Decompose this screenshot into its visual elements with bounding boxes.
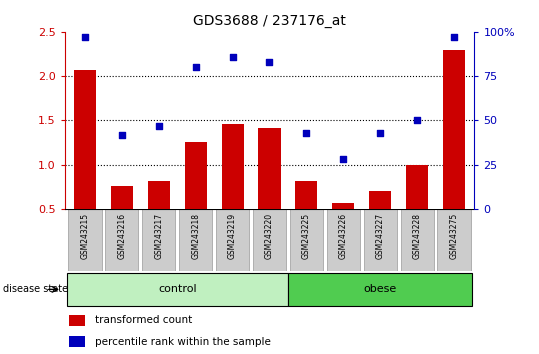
Bar	[69, 315, 85, 326]
Text: GSM243216: GSM243216	[118, 213, 126, 259]
Point	[376, 130, 384, 136]
Title: GDS3688 / 237176_at: GDS3688 / 237176_at	[193, 14, 346, 28]
Point	[450, 34, 458, 40]
Text: control: control	[158, 284, 197, 294]
Bar	[185, 142, 207, 253]
Bar	[148, 181, 170, 253]
Bar	[400, 209, 434, 271]
Point	[81, 34, 89, 40]
Text: GSM243215: GSM243215	[80, 213, 89, 259]
Text: GSM243220: GSM243220	[265, 213, 274, 259]
Point	[265, 59, 274, 65]
Bar	[406, 165, 428, 253]
Bar	[288, 273, 473, 306]
Bar	[364, 209, 397, 271]
Text: GSM243228: GSM243228	[413, 213, 421, 259]
Point	[302, 130, 310, 136]
Bar	[327, 209, 360, 271]
Point	[155, 123, 163, 129]
Bar	[216, 209, 249, 271]
Text: GSM243218: GSM243218	[191, 213, 200, 259]
Point	[229, 54, 237, 59]
Bar	[290, 209, 323, 271]
Text: percentile rank within the sample: percentile rank within the sample	[95, 337, 271, 347]
Text: GSM243226: GSM243226	[339, 213, 348, 259]
Text: GSM243227: GSM243227	[376, 213, 385, 259]
Bar	[111, 186, 133, 253]
Text: obese: obese	[364, 284, 397, 294]
Bar	[332, 202, 354, 253]
Point	[413, 118, 421, 123]
Bar	[443, 50, 465, 253]
Bar	[253, 209, 286, 271]
Point	[118, 132, 126, 137]
Bar	[66, 273, 288, 306]
Bar	[74, 70, 96, 253]
Point	[191, 64, 200, 70]
Bar	[68, 209, 101, 271]
Bar	[295, 181, 317, 253]
Text: GSM243225: GSM243225	[302, 213, 311, 259]
Bar	[222, 124, 244, 253]
Text: disease state: disease state	[3, 284, 68, 295]
Bar	[369, 191, 391, 253]
Bar	[438, 209, 471, 271]
Bar	[179, 209, 212, 271]
Bar	[142, 209, 175, 271]
Text: GSM243219: GSM243219	[228, 213, 237, 259]
Point	[339, 156, 348, 162]
Bar	[69, 336, 85, 347]
Bar	[258, 129, 281, 253]
Text: GSM243275: GSM243275	[450, 213, 459, 259]
Text: GSM243217: GSM243217	[154, 213, 163, 259]
Bar	[105, 209, 139, 271]
Text: transformed count: transformed count	[95, 315, 192, 325]
